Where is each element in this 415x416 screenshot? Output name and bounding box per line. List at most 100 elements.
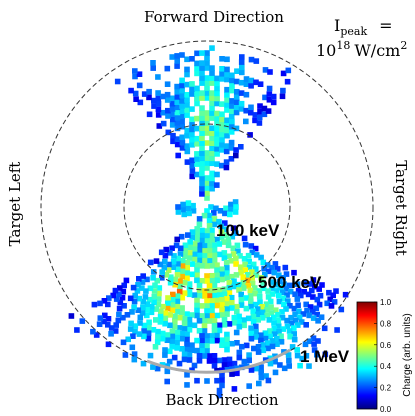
heatmap-cell <box>206 212 213 219</box>
heatmap-cell <box>189 106 195 112</box>
heatmap-cell <box>146 88 152 95</box>
heatmap-cell <box>251 285 258 291</box>
heatmap-cell <box>155 95 162 102</box>
heatmap-cell <box>194 141 200 147</box>
heatmap-cell <box>276 278 283 285</box>
heatmap-cell <box>106 295 112 301</box>
heatmap-cell <box>164 91 171 98</box>
heatmap-cell <box>209 232 215 239</box>
heatmap-cell <box>174 309 180 315</box>
heatmap-cell <box>228 113 235 120</box>
heatmap-cell <box>214 277 220 284</box>
annotation-unit-exp: 2 <box>400 39 407 52</box>
heatmap-cell <box>291 305 298 312</box>
heatmap-cell <box>139 285 145 291</box>
heatmap-cell <box>170 264 176 270</box>
heatmap-cell <box>246 264 253 271</box>
heatmap-cell <box>189 347 195 353</box>
heatmap-cell <box>199 191 205 197</box>
heatmap-cell <box>269 285 275 291</box>
heatmap-cell <box>211 363 218 369</box>
heatmap-cell <box>284 78 291 85</box>
heatmap-cell <box>174 53 180 59</box>
heatmap-cell <box>226 280 233 286</box>
heatmap-cell <box>169 343 175 350</box>
annotation-line1: Ipeak = <box>334 16 393 38</box>
heatmap-cell <box>181 280 188 286</box>
heatmap-cell <box>179 92 185 99</box>
heatmap-cell <box>222 220 228 226</box>
heatmap-cell <box>236 354 243 361</box>
heatmap-cell <box>174 141 181 148</box>
heatmap-cell <box>165 107 171 114</box>
heatmap-cell <box>204 308 210 314</box>
heatmap-cell <box>196 242 203 249</box>
heatmap-cell <box>171 253 177 259</box>
heatmap-cell <box>131 351 138 357</box>
heatmap-cell <box>291 331 297 337</box>
heatmap-cell <box>166 261 172 268</box>
heatmap-cell <box>204 298 210 304</box>
heatmap-cell <box>280 295 287 302</box>
heatmap-cell <box>241 358 248 365</box>
heatmap-cell <box>162 347 168 353</box>
heatmap-cell <box>167 312 173 318</box>
colorbar-tick-label: 0.4 <box>380 362 392 371</box>
heatmap-cell <box>175 261 181 267</box>
heatmap-cell <box>283 271 290 277</box>
heatmap-cell <box>204 190 210 196</box>
heatmap-cell <box>236 313 242 320</box>
heatmap-cell <box>234 309 240 315</box>
heatmap-cell <box>102 312 108 319</box>
heatmap-cell <box>185 200 192 206</box>
heatmap-cell <box>233 152 239 159</box>
heatmap-cell <box>184 265 190 271</box>
heatmap-cell <box>223 232 229 238</box>
heatmap-cell <box>137 314 144 321</box>
heatmap-cell <box>310 315 317 321</box>
heatmap-cell <box>219 56 225 62</box>
heatmap-cell <box>206 358 213 364</box>
heatmap-cell <box>277 362 283 368</box>
heatmap-cell <box>194 70 200 77</box>
heatmap-cell <box>184 346 190 353</box>
colorbar-ramp <box>356 301 378 410</box>
heatmap-cell <box>265 268 272 275</box>
heatmap-cell <box>307 304 314 310</box>
heatmap-cell <box>304 307 310 314</box>
heatmap-cell <box>266 97 273 103</box>
heatmap-cell <box>74 327 80 333</box>
heatmap-cell <box>189 121 195 128</box>
heatmap-cell <box>199 60 205 66</box>
heatmap-cell <box>216 327 223 334</box>
heatmap-cell <box>204 378 210 384</box>
heatmap-cell <box>189 86 195 92</box>
heatmap-cell <box>184 127 190 134</box>
heatmap-cell <box>282 264 289 271</box>
heatmap-cell <box>93 332 100 338</box>
heatmap-cell <box>189 234 195 241</box>
heatmap-cell <box>184 92 190 98</box>
heatmap-cell <box>214 146 220 152</box>
heatmap-cell <box>174 63 180 69</box>
heatmap-cell <box>307 281 314 287</box>
heatmap-cell <box>136 82 143 89</box>
heatmap-cell <box>196 292 203 299</box>
heatmap-cell <box>189 126 195 133</box>
heatmap-cell <box>310 294 316 300</box>
heatmap-cell <box>117 299 124 306</box>
heatmap-cell <box>132 73 138 80</box>
heatmap-cell <box>204 175 210 181</box>
heatmap-cell <box>294 281 301 287</box>
heatmap-cell <box>206 223 213 229</box>
heatmap-cell <box>256 380 262 387</box>
heatmap-cell <box>310 277 317 283</box>
heatmap-cell <box>199 95 205 101</box>
heatmap-cell <box>179 273 185 280</box>
heatmap-cell <box>287 303 293 309</box>
heatmap-cell <box>178 233 185 240</box>
heatmap-cell <box>167 279 174 286</box>
heatmap-cell <box>219 136 225 143</box>
heatmap-cell <box>194 277 200 284</box>
heatmap-cell <box>199 155 205 162</box>
